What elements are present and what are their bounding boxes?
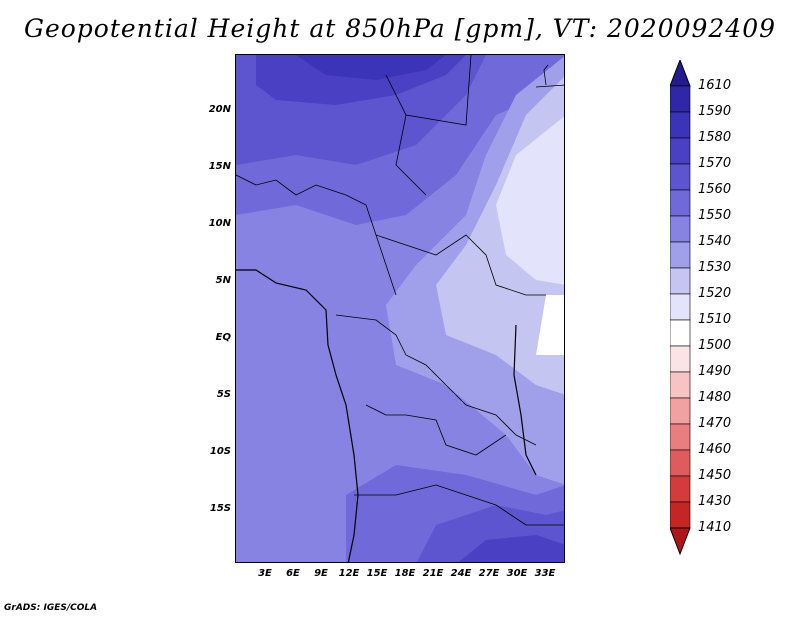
footer-credit: GrADS: IGES/COLA [4, 603, 98, 613]
lon-label: 3E [258, 568, 272, 579]
lat-label: 10S [209, 446, 231, 457]
lon-label: 9E [314, 568, 328, 579]
coastline [236, 269, 359, 562]
colorbar-label: 1470 [698, 416, 732, 431]
colorbar-segment [670, 501, 691, 529]
lat-label: 15S [209, 503, 231, 514]
colorbar-segment [670, 189, 691, 217]
colorbar-label: 1490 [698, 364, 732, 379]
lon-label: 18E [394, 568, 416, 579]
lat-label: 20N [208, 104, 231, 115]
lat-label: EQ [215, 332, 231, 343]
border-congo [335, 314, 537, 446]
rift-lakes [513, 324, 537, 476]
colorbar-label: 1590 [698, 104, 732, 119]
colorbar-segment [670, 423, 691, 451]
map-title: Geopotential Height at 850hPa [gpm], VT:… [23, 14, 777, 43]
colorbar-label: 1570 [698, 156, 732, 171]
field-band-1510 [496, 116, 564, 285]
colorbar-segment [670, 111, 691, 139]
colorbar-segment [670, 345, 691, 373]
map-panel [235, 54, 565, 563]
colorbar-label: 1540 [698, 234, 732, 249]
colorbar-segment [670, 371, 691, 399]
colorbar-label: 1510 [698, 312, 732, 327]
colorbar-segment [670, 267, 691, 295]
lat-label: 5N [215, 275, 231, 286]
colorbar-segment [670, 85, 691, 113]
lat-label: 5S [216, 389, 231, 400]
height-field-map [236, 55, 564, 562]
colorbar-segment [670, 475, 691, 503]
lon-label: 12E [338, 568, 360, 579]
lon-label: 6E [286, 568, 300, 579]
colorbar-label: 1500 [698, 338, 732, 353]
colorbar-label: 1450 [698, 468, 732, 483]
lon-label: 24E [450, 568, 472, 579]
border-southern [354, 484, 564, 526]
border-sahel [236, 174, 397, 296]
border-north [385, 55, 472, 196]
border-angola [365, 404, 507, 456]
colorbar-segment [670, 319, 691, 347]
border-central [375, 234, 546, 296]
field-band-1500 [536, 295, 564, 355]
lon-label: 15E [366, 568, 388, 579]
colorbar-segment [670, 215, 691, 243]
colorbar-segment [670, 163, 691, 191]
colorbar-label: 1580 [698, 130, 732, 145]
lon-label: 30E [506, 568, 528, 579]
colorbar-label: 1410 [698, 520, 732, 535]
lat-label: 10N [208, 218, 231, 229]
colorbar-label: 1560 [698, 182, 732, 197]
colorbar-top-tip [670, 60, 691, 87]
colorbar-label: 1520 [698, 286, 732, 301]
colorbar-label: 1530 [698, 260, 732, 275]
field-band-1570-south [458, 535, 564, 562]
field-band-1580 [296, 55, 446, 80]
colorbar-label: 1480 [698, 390, 732, 405]
colorbar-label: 1460 [698, 442, 732, 457]
colorbar-segment [670, 449, 691, 477]
colorbar-label: 1430 [698, 494, 732, 509]
colorbar-segment [670, 137, 691, 165]
lon-label: 27E [478, 568, 500, 579]
colorbar [670, 60, 691, 556]
lon-label: 33E [534, 568, 556, 579]
border-northeast [535, 64, 564, 88]
lon-label: 21E [422, 568, 444, 579]
colorbar-segment [670, 397, 691, 425]
colorbar-label: 1550 [698, 208, 732, 223]
colorbar-segment [670, 241, 691, 269]
lat-label: 15N [208, 161, 231, 172]
colorbar-segment [670, 293, 691, 321]
colorbar-label: 1610 [698, 78, 732, 93]
colorbar-bottom-tip [670, 527, 691, 556]
